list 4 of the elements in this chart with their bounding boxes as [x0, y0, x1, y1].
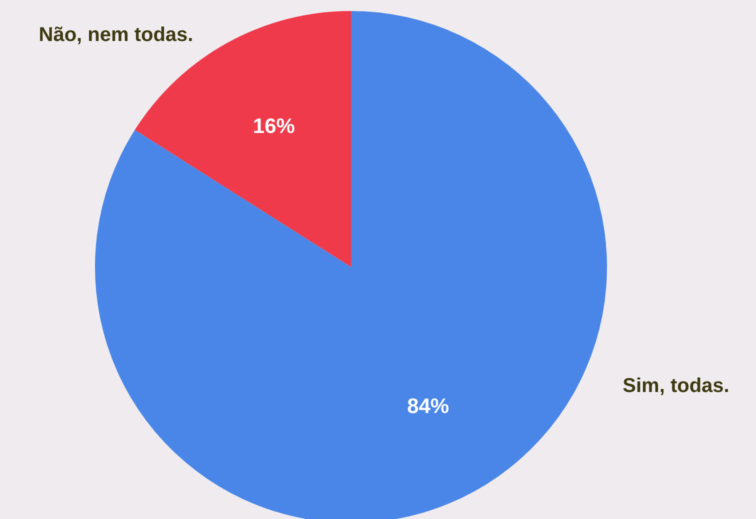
slice-label: Não, nem todas.: [38, 24, 194, 46]
slice-label: Sim, todas.: [622, 375, 730, 397]
data-label: 16%: [252, 114, 296, 138]
data-label: 84%: [407, 395, 450, 418]
